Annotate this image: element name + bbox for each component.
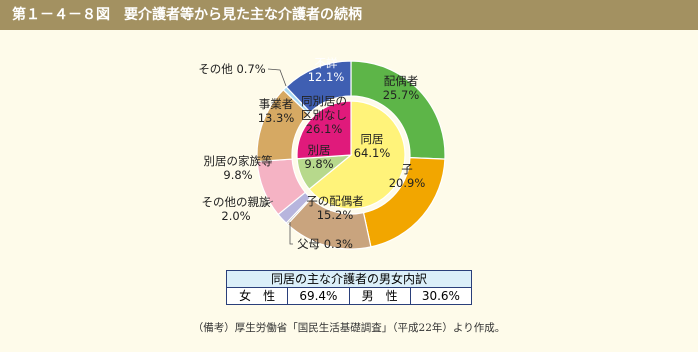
data-label: 25.7% [382, 88, 420, 102]
outer-label: 父母 0.3% [297, 237, 353, 251]
outer-label: その他 0.7% [198, 62, 265, 76]
data-label: 26.1% [305, 122, 343, 136]
outer-label: 不詳 12.1% [308, 56, 345, 84]
segment-name: 別居 [307, 143, 331, 157]
segment-name: 同別居の区別なし [300, 94, 347, 122]
table-cell: 女 性 [239, 289, 276, 303]
segment-name: その他 [198, 62, 233, 76]
data-label: 9.8% [304, 157, 334, 171]
segment-name: 配偶者 [383, 74, 419, 88]
data-label: 12.1% [307, 70, 345, 84]
data-label: 13.3% [257, 111, 295, 125]
data-label: 0.7% [236, 62, 266, 76]
inner-label: 同居 64.1% [354, 132, 391, 160]
leader-line [267, 68, 287, 87]
segment-name: 別居の家族等 [203, 154, 273, 168]
leader-line [289, 222, 293, 245]
inner-segment [296, 100, 352, 160]
data-label: 15.2% [316, 208, 354, 222]
table-cell: 30.6% [409, 288, 471, 304]
inner-label: 同別居の区別なし 26.1% [300, 94, 348, 136]
segment-name: 不詳 [314, 56, 338, 70]
data-label: 20.9% [388, 176, 426, 190]
segment-name: 父母 [297, 237, 321, 251]
chart-title: 第１－４－８図 要介護者等から見た主な介護者の続柄 [0, 0, 698, 30]
breakdown-table: 同居の主な介護者の男女内訳 女 性 69.4% 男 性 30.6% [226, 270, 472, 305]
segment-name: 子 [401, 162, 413, 176]
inner-label: 別居 9.8% [304, 143, 333, 171]
table-cell: 69.4% [287, 288, 348, 304]
data-label: 0.3% [323, 237, 353, 251]
data-label: 9.8% [223, 168, 253, 182]
outer-label: 別居の家族等 9.8% [204, 154, 273, 182]
leader-line [261, 200, 274, 207]
table-title: 同居の主な介護者の男女内訳 [227, 271, 471, 288]
table-cell: 男 性 [348, 288, 410, 304]
outer-label: その他の親族 2.0% [202, 195, 271, 223]
outer-label: 子の配偶者 15.2% [306, 194, 364, 222]
segment-name: その他の親族 [201, 195, 271, 209]
segment-name: 子の配偶者 [306, 194, 364, 208]
source-note: （備考）厚生労働省「国民生活基礎調査」（平成22年）より作成。 [192, 322, 506, 334]
outer-label: 子 20.9% [389, 162, 426, 190]
data-label: 2.0% [221, 209, 251, 223]
outer-label: 事業者 13.3% [258, 97, 295, 125]
outer-label: 配偶者 25.7% [383, 74, 420, 102]
outer-segment [285, 60, 352, 114]
segment-name: 事業者 [258, 97, 294, 111]
table-row: 女 性 69.4% 男 性 30.6% [227, 288, 471, 304]
data-label: 64.1% [353, 146, 391, 160]
inner-segment [308, 100, 406, 210]
segment-name: 同居 [360, 132, 384, 146]
